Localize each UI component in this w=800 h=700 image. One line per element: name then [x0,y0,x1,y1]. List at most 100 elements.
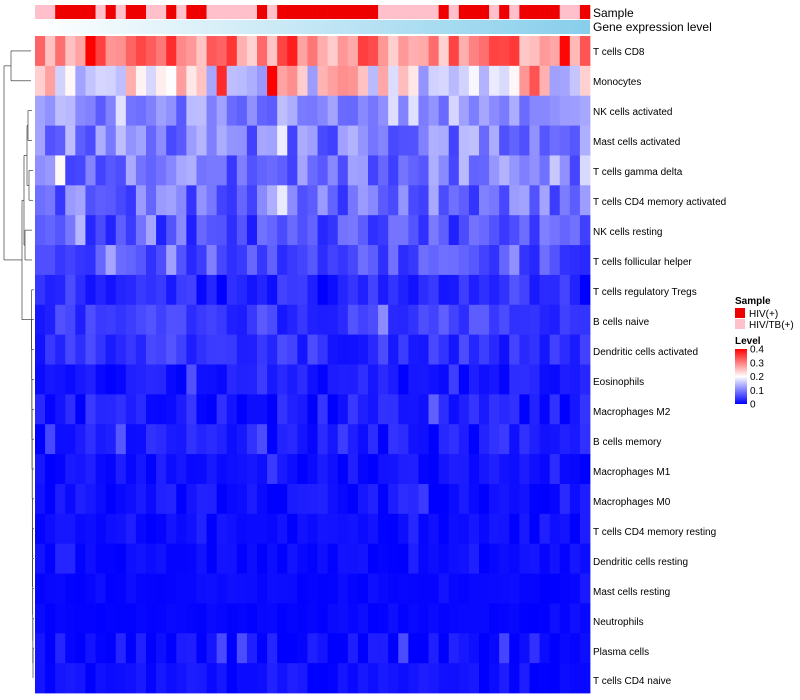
heatmap-cell [257,65,268,97]
heatmap-cell [75,334,86,365]
heatmap-cell [216,394,228,425]
legend-level-tick: 0.3 [750,358,764,369]
heatmap-cell [216,95,228,126]
heatmap-cell [85,334,96,365]
heatmap-cell [317,36,329,67]
heatmap-cell [287,513,298,545]
heatmap-cell [246,573,258,604]
heatmap-cell [85,543,96,574]
heatmap-cell [317,603,329,634]
heatmap-cell [408,454,419,485]
heatmap-cell [95,424,107,455]
heatmap-cell [297,633,308,664]
heatmap-cell [146,364,157,395]
heatmap-cell [499,543,510,574]
heatmap-cell [85,95,96,126]
heatmap-cell [529,334,540,365]
sample-annotation-cell [196,5,207,19]
heatmap-cell [468,65,480,97]
heatmap-cell [539,245,551,276]
heatmap-cell [257,483,268,515]
heatmap-cell [337,155,349,186]
heatmap-cell [156,513,167,545]
heatmap-cell [438,65,450,97]
heatmap-cell [398,334,409,365]
heatmap-cell [408,483,419,515]
heatmap-cell [35,65,46,97]
heatmap-cell [509,245,520,276]
heatmap-cell [579,573,591,604]
heatmap-cell [579,65,591,97]
heatmap-cell [297,424,308,455]
heatmap-cell [115,603,127,634]
heatmap-cell [458,274,470,306]
heatmap-cell [176,245,187,276]
heatmap-cell [337,663,349,694]
heatmap-cell [125,215,137,246]
heatmap-cell [418,274,429,306]
sample-annotation-cell [35,5,46,19]
heatmap-cell [418,454,429,485]
heatmap-cell [458,483,470,515]
heatmap-cell [226,215,238,246]
heatmap-cell [307,304,318,336]
heatmap-cell [105,36,117,67]
heatmap-cell [287,394,298,425]
heatmap-cell [257,603,268,634]
heatmap-cell [307,155,318,186]
heatmap-cell [479,304,490,336]
heatmap-cell [559,364,571,395]
heatmap-cell [398,454,409,485]
heatmap-cell [317,304,329,336]
heatmap-cell [468,304,480,336]
heatmap-cell [408,36,419,67]
heatmap-cell [95,603,107,634]
heatmap-cell [398,125,409,156]
heatmap-cell [105,483,117,515]
heatmap-cell [418,125,429,156]
heatmap-cell [579,513,591,545]
heatmap-cell [105,304,117,336]
heatmap-cell [489,543,500,574]
heatmap-cell [317,543,329,574]
heatmap-cell [438,543,450,574]
heatmap-cell [35,95,46,126]
heatmap-cell [287,334,298,365]
heatmap-cell [186,603,197,634]
sample-annotation-cell [529,5,540,19]
heatmap-cell [95,364,107,395]
heatmap-cell [186,155,197,186]
heatmap-cell [246,483,258,515]
heatmap-cell [529,245,540,276]
heatmap-cell [398,424,409,455]
heatmap-cell [458,603,470,634]
heatmap-cell [287,155,298,186]
heatmap-cell [529,36,540,67]
heatmap-cell [317,454,329,485]
heatmap-cell [357,483,369,515]
heatmap-cell [135,573,147,604]
heatmap-cell [115,364,127,395]
row-label: Dendritic cells activated [593,347,698,358]
heatmap-cell [257,663,268,694]
heatmap-cell [135,483,147,515]
sample-annotation-cell [357,5,369,19]
heatmap-cell [509,274,520,306]
heatmap-cell [146,95,157,126]
heatmap-cell [579,543,591,574]
heatmap-cell [186,245,197,276]
heatmap-cell [317,215,329,246]
heatmap-cell [176,633,187,664]
heatmap-cell [529,304,540,336]
heatmap-cell [559,304,571,336]
heatmap-cell [75,36,86,67]
heatmap-cell [287,245,298,276]
heatmap-cell [135,155,147,186]
heatmap-cell [408,334,419,365]
heatmap-cell [55,65,66,97]
row-label: T cells CD4 memory activated [593,197,726,208]
heatmap-cell [499,95,510,126]
heatmap-cell [105,95,117,126]
heatmap-cell [297,245,308,276]
heatmap-cell [135,245,147,276]
